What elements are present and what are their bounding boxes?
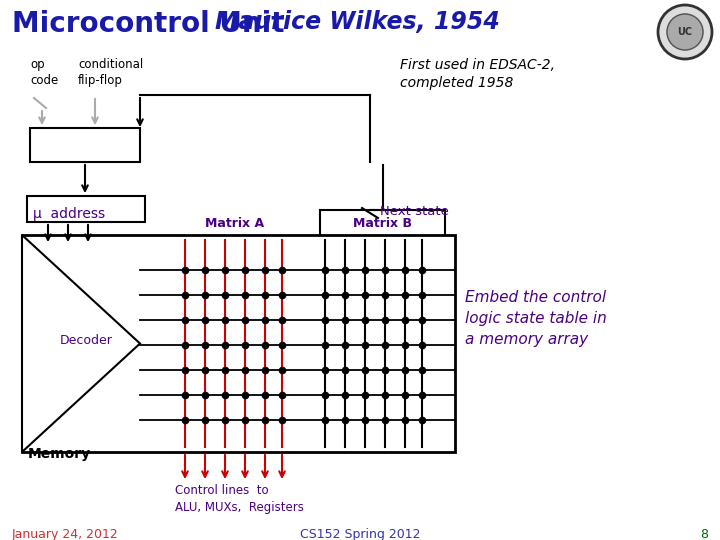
Text: UC: UC (678, 27, 693, 37)
Text: First used in EDSAC-2,
completed 1958: First used in EDSAC-2, completed 1958 (400, 58, 555, 90)
Text: CS152 Spring 2012: CS152 Spring 2012 (300, 528, 420, 540)
Text: op
code: op code (30, 58, 58, 87)
Text: January 24, 2012: January 24, 2012 (12, 528, 119, 540)
Circle shape (667, 14, 703, 50)
Bar (22, 235, 455, 452)
Text: Decoder: Decoder (60, 334, 113, 347)
Bar (27, 196, 145, 222)
Text: Memory: Memory (28, 447, 91, 461)
Circle shape (658, 5, 712, 59)
Text: Maurice Wilkes, 1954: Maurice Wilkes, 1954 (215, 10, 500, 34)
Text: Embed the control
logic state table in
a memory array: Embed the control logic state table in a… (465, 290, 607, 347)
Text: Matrix B: Matrix B (353, 217, 412, 230)
Bar (30, 128, 140, 162)
Text: Control lines  to
ALU, MUXs,  Registers: Control lines to ALU, MUXs, Registers (175, 484, 304, 514)
Text: Matrix A: Matrix A (205, 217, 264, 230)
Text: conditional
flip-flop: conditional flip-flop (78, 58, 143, 87)
Polygon shape (22, 235, 140, 452)
Text: μ  address: μ address (33, 207, 105, 221)
Text: 8: 8 (700, 528, 708, 540)
Text: Next state: Next state (380, 205, 449, 218)
Text: Microcontrol Unit: Microcontrol Unit (12, 10, 284, 38)
